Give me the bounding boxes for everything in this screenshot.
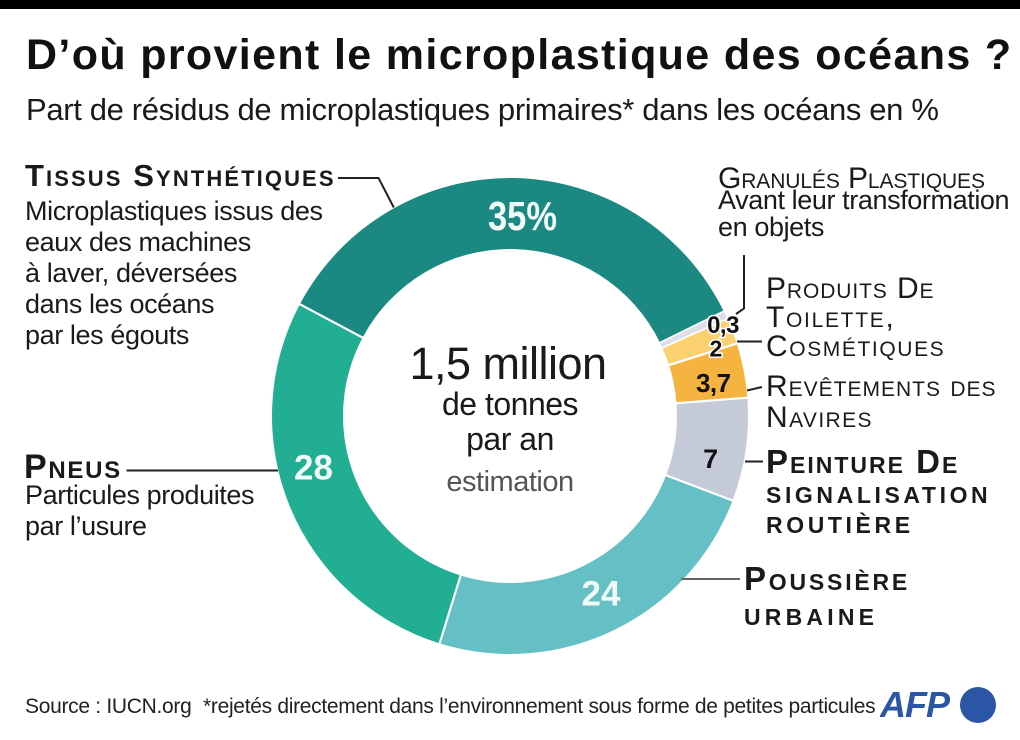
svg-text:1,5 million: 1,5 million: [409, 338, 606, 389]
svg-text:AFP: AFP: [880, 686, 951, 725]
svg-text:de tonnes: de tonnes: [442, 386, 578, 422]
svg-text:par an: par an: [466, 421, 554, 457]
svg-text:0,3: 0,3: [707, 312, 739, 339]
svg-text:3,7: 3,7: [696, 368, 731, 398]
svg-text:28: 28: [294, 449, 333, 488]
svg-text:2: 2: [710, 335, 723, 361]
svg-text:estimation: estimation: [446, 466, 573, 498]
svg-text:35%: 35%: [488, 193, 557, 239]
svg-text:7: 7: [703, 444, 718, 474]
svg-text:24: 24: [582, 575, 621, 614]
